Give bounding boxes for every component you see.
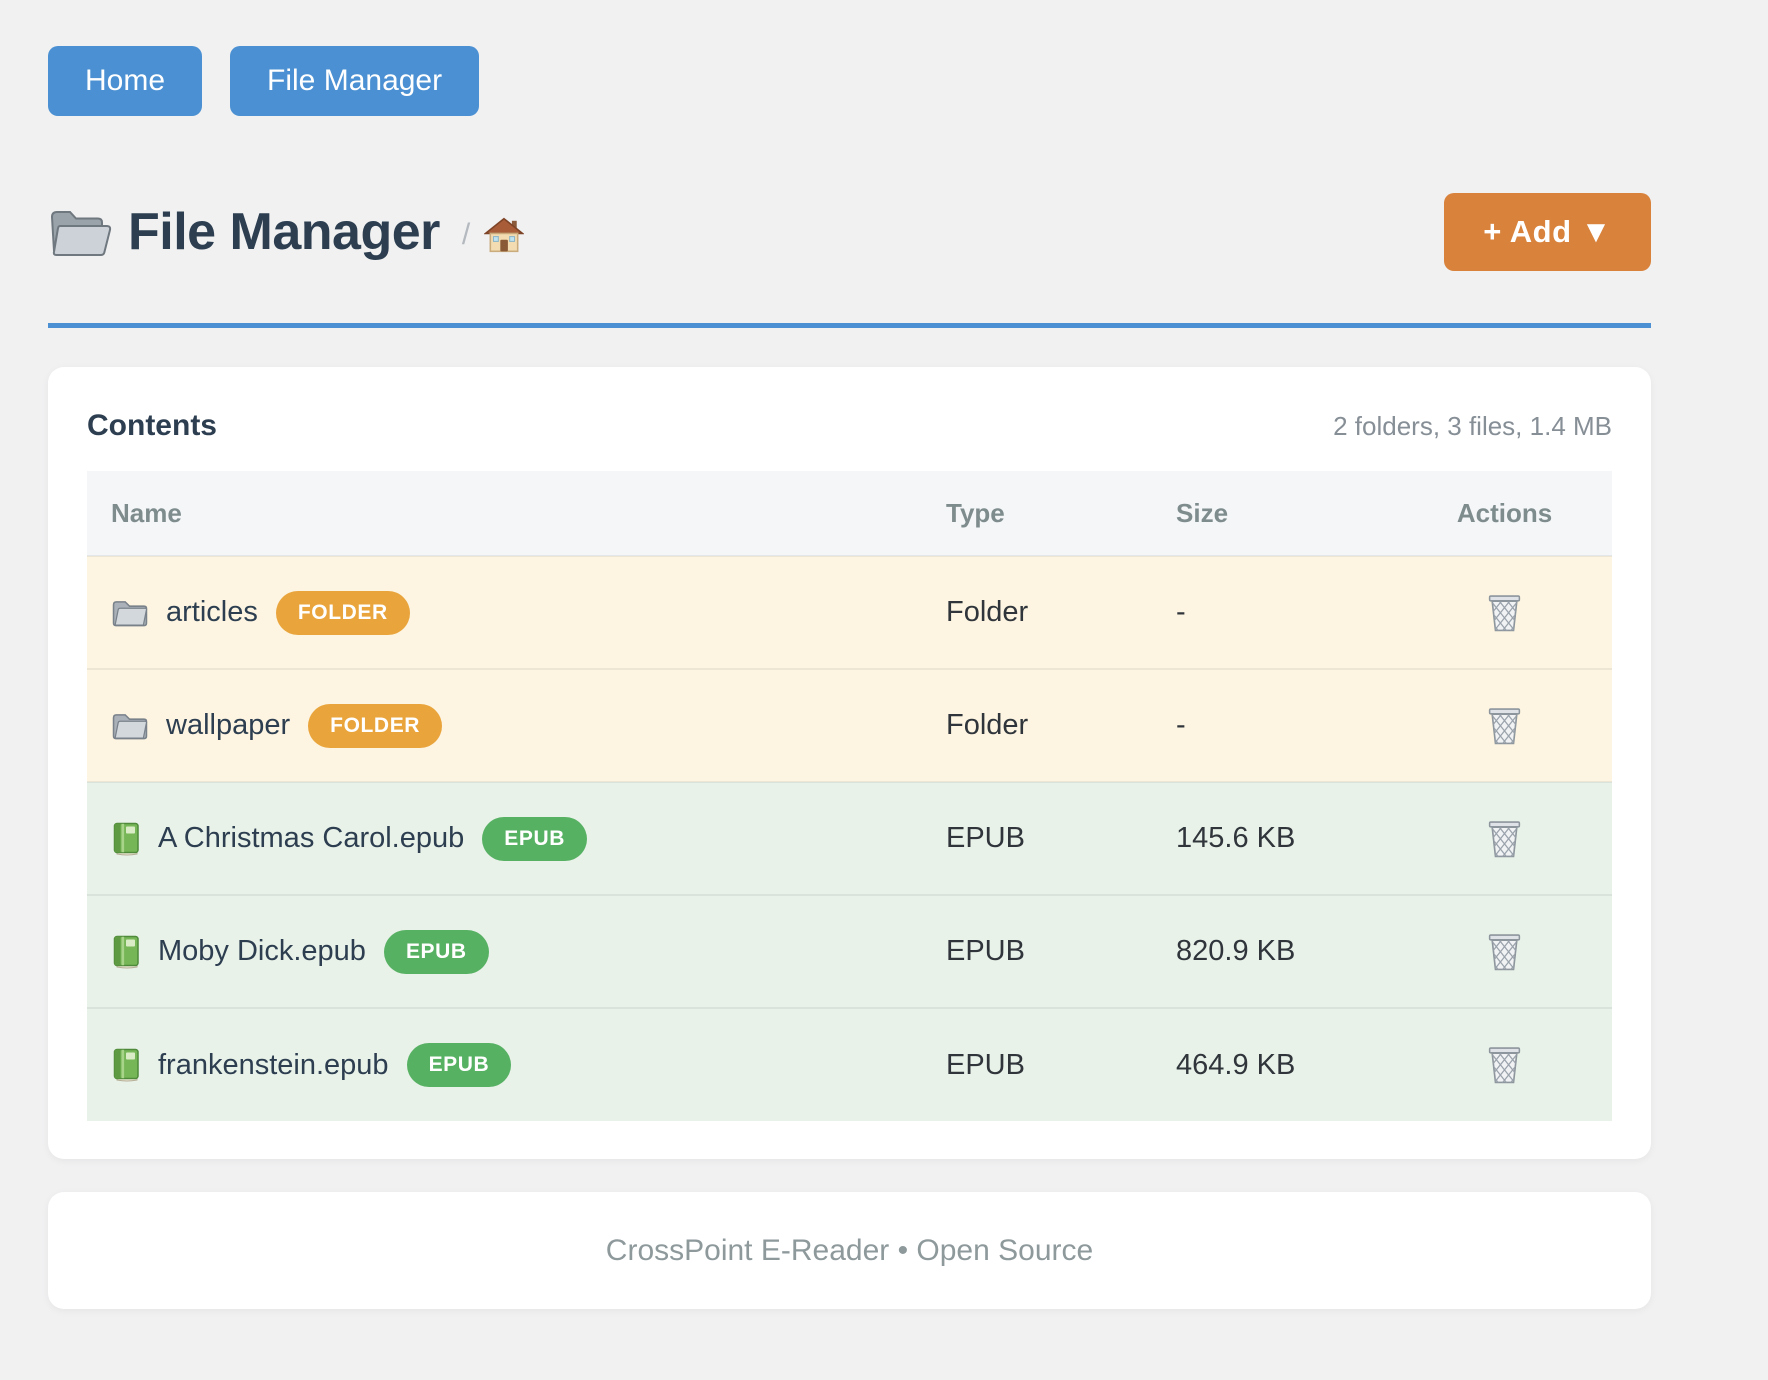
actions-cell: [1397, 1007, 1612, 1121]
size-cell: 145.6 KB: [1152, 781, 1397, 895]
actions-cell: [1397, 894, 1612, 1008]
size-cell: -: [1152, 668, 1397, 782]
table-row[interactable]: frankenstein.epub EPUB EPUB 464.9 KB: [87, 1007, 1612, 1121]
column-header-size: Size: [1152, 471, 1397, 556]
actions-cell: [1397, 555, 1612, 669]
table-row[interactable]: Moby Dick.epub EPUB EPUB 820.9 KB: [87, 894, 1612, 1008]
contents-table-body: articles FOLDER Folder - wallpaper: [87, 555, 1612, 1121]
type-cell: Folder: [922, 555, 1152, 669]
house-icon: [484, 217, 525, 253]
file-name-link[interactable]: wallpaper: [166, 709, 291, 741]
column-header-name: Name: [87, 471, 922, 556]
top-nav: Home File Manager: [48, 0, 1651, 116]
row-badge: EPUB: [383, 929, 489, 974]
title-group: File Manager /: [48, 202, 525, 262]
folder-icon: [112, 601, 148, 627]
footer-card: CrossPoint E-Reader • Open Source: [48, 1192, 1651, 1309]
file-name-link[interactable]: frankenstein.epub: [158, 1048, 389, 1081]
file-name-link[interactable]: Moby Dick.epub: [158, 935, 366, 967]
type-cell: EPUB: [922, 1007, 1152, 1121]
column-header-actions: Actions: [1397, 471, 1612, 556]
row-badge: EPUB: [482, 816, 587, 861]
row-badge: EPUB: [406, 1043, 512, 1087]
page-title: File Manager: [128, 203, 440, 261]
wastebasket-icon: [1488, 933, 1521, 970]
size-cell: 464.9 KB: [1152, 1007, 1397, 1121]
row-badge: FOLDER: [308, 703, 443, 748]
column-header-type: Type: [922, 471, 1152, 556]
green-book-icon: [113, 935, 139, 968]
delete-button[interactable]: [1483, 1041, 1526, 1088]
add-button[interactable]: + Add ▼: [1444, 193, 1651, 271]
file-name-link[interactable]: articles: [166, 596, 258, 628]
open-folder-icon: [48, 205, 112, 260]
wastebasket-icon: [1488, 820, 1521, 857]
delete-button[interactable]: [1483, 928, 1526, 975]
size-cell: 820.9 KB: [1152, 894, 1397, 1008]
wastebasket-icon: [1488, 707, 1521, 744]
row-badge: FOLDER: [275, 590, 410, 635]
type-cell: EPUB: [922, 894, 1152, 1008]
folder-icon: [112, 714, 148, 740]
contents-heading: Contents: [87, 409, 217, 442]
actions-cell: [1397, 668, 1612, 782]
wastebasket-icon: [1488, 594, 1521, 631]
actions-cell: [1397, 781, 1612, 895]
green-book-icon: [113, 822, 139, 855]
delete-button[interactable]: [1483, 702, 1526, 749]
type-cell: Folder: [922, 668, 1152, 782]
file-manager-button[interactable]: File Manager: [230, 46, 480, 116]
footer-text: CrossPoint E-Reader • Open Source: [605, 1233, 1094, 1267]
home-button[interactable]: Home: [48, 46, 203, 116]
table-row[interactable]: A Christmas Carol.epub EPUB EPUB 145.6 K…: [87, 781, 1612, 895]
contents-header: Contents 2 folders, 3 files, 1.4 MB: [87, 409, 1612, 443]
delete-button[interactable]: [1483, 815, 1526, 862]
delete-button[interactable]: [1483, 589, 1526, 636]
table-header: Name Type Size Actions: [87, 471, 1612, 556]
green-book-icon: [113, 1048, 139, 1082]
wastebasket-icon: [1488, 1047, 1521, 1084]
contents-card: Contents 2 folders, 3 files, 1.4 MB Name…: [48, 367, 1651, 1159]
type-cell: EPUB: [922, 781, 1152, 895]
header-divider: [48, 323, 1651, 328]
page-header: File Manager / + Add ▼: [48, 191, 1651, 273]
breadcrumb-separator: /: [461, 218, 471, 251]
file-name-link[interactable]: A Christmas Carol.epub: [158, 822, 465, 854]
table-row[interactable]: wallpaper FOLDER Folder -: [87, 668, 1612, 782]
table-row[interactable]: articles FOLDER Folder -: [87, 555, 1612, 669]
contents-table: Name Type Size Actions articles FOLDER F…: [87, 471, 1612, 1121]
breadcrumb-home-link[interactable]: [484, 217, 525, 253]
contents-summary: 2 folders, 3 files, 1.4 MB: [1333, 411, 1612, 441]
size-cell: -: [1152, 555, 1397, 669]
